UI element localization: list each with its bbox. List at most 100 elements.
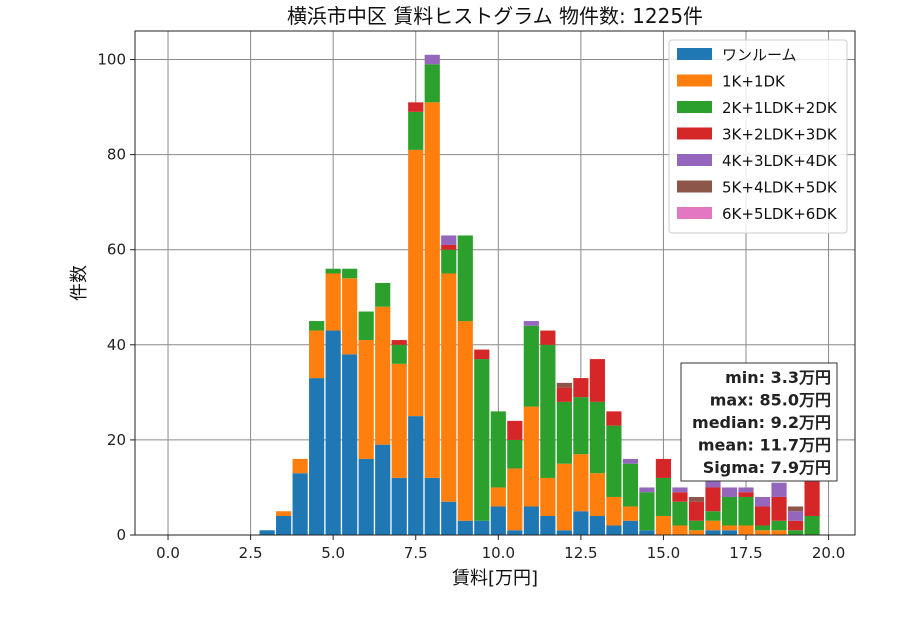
x-tick-label: 5.0 — [321, 544, 345, 562]
bar-segment — [622, 463, 639, 507]
bar-segment — [787, 530, 804, 535]
bar-segment — [276, 511, 292, 516]
bar-segment — [672, 525, 688, 535]
bar-segment — [424, 477, 440, 535]
stats-line: median: 9.2万円 — [692, 413, 831, 432]
bar-segment — [441, 249, 457, 274]
bar-segment — [622, 458, 639, 464]
y-tick-label: 20 — [107, 431, 126, 449]
legend-swatch — [677, 101, 712, 113]
legend-label: ワンルーム — [722, 46, 797, 64]
stats-line: Sigma: 7.9万円 — [703, 458, 831, 477]
bar-segment — [424, 64, 440, 103]
bar-segment — [408, 149, 424, 417]
bar-segment — [507, 439, 523, 469]
bar-segment — [457, 235, 473, 322]
y-tick-label: 0 — [116, 526, 126, 544]
ticks: 0.0 2.5 5.0 7.5 10.0 12.5 15.0 17.5 20.0 0 20 40 60 8… — [97, 51, 845, 562]
bar-segment — [408, 102, 424, 112]
bar-segment — [408, 111, 424, 150]
bar-segment — [441, 244, 457, 250]
bar-segment — [325, 330, 341, 535]
bar-segment — [474, 349, 490, 360]
x-tick-label: 7.5 — [404, 544, 428, 562]
bar-segment — [276, 515, 292, 535]
bar-segment — [375, 283, 391, 307]
bar-segment — [556, 463, 572, 531]
bar-segment — [490, 411, 506, 488]
bar-segment — [606, 525, 622, 535]
legend-swatch — [677, 154, 712, 166]
x-tick-label: 10.0 — [482, 544, 515, 562]
bar-segment — [573, 397, 589, 455]
bars — [259, 54, 820, 535]
bar-segment — [672, 492, 688, 502]
bar-segment — [309, 378, 325, 535]
bar-segment — [375, 444, 391, 535]
bar-segment — [754, 530, 771, 535]
bar-segment — [771, 530, 787, 535]
legend-label: 1K+1DK — [722, 73, 786, 91]
x-tick-label: 17.5 — [729, 544, 762, 562]
bar-segment — [787, 511, 804, 521]
bar-segment — [672, 487, 688, 493]
bar-segment — [441, 235, 457, 245]
bar-segment — [292, 458, 308, 474]
bar-segment — [655, 458, 672, 478]
stats-line: min: 3.3万円 — [725, 368, 831, 387]
bar-segment — [507, 530, 523, 535]
bar-segment — [738, 496, 754, 526]
bar-segment — [589, 473, 605, 516]
legend-label: 2K+1LDK+2DK — [722, 99, 838, 117]
legend-swatch — [677, 74, 712, 87]
bar-segment — [358, 458, 374, 535]
bar-segment — [738, 487, 754, 493]
x-tick-label: 20.0 — [812, 544, 845, 562]
bar-segment — [721, 487, 738, 497]
bar-segment — [804, 515, 820, 535]
bar-segment — [606, 425, 622, 497]
bar-segment — [705, 511, 721, 521]
x-tick-label: 0.0 — [156, 544, 180, 562]
legend-label: 3K+2LDK+3DK — [722, 126, 838, 144]
y-tick-label: 60 — [107, 241, 126, 259]
bar-segment — [672, 501, 688, 526]
bar-segment — [342, 278, 358, 355]
bar-segment — [358, 311, 374, 341]
bar-segment — [787, 506, 804, 512]
stats-line: max: 85.0万円 — [710, 391, 831, 410]
bar-segment — [754, 506, 771, 526]
y-tick-label: 80 — [107, 146, 126, 164]
chart-title: 横浜市中区 賃料ヒストグラム 物件数: 1225件 — [287, 4, 703, 28]
bar-segment — [705, 487, 721, 512]
y-tick-label: 100 — [97, 51, 126, 69]
bar-segment — [639, 530, 655, 535]
y-tick-label: 40 — [107, 336, 126, 354]
bar-segment — [556, 530, 572, 535]
x-tick-label: 12.5 — [564, 544, 597, 562]
bar-segment — [738, 525, 754, 535]
bar-segment — [721, 496, 738, 526]
bar-segment — [441, 273, 457, 502]
legend-box — [668, 39, 848, 234]
bar-segment — [540, 515, 556, 535]
bar-segment — [622, 520, 639, 535]
bar-segment — [556, 401, 572, 464]
bar-segment — [540, 330, 556, 345]
x-tick-label: 2.5 — [239, 544, 263, 562]
bar-segment — [688, 520, 705, 531]
bar-segment — [771, 482, 787, 497]
bar-segment — [655, 515, 672, 535]
bar-segment — [705, 520, 721, 531]
legend-swatch — [677, 180, 712, 193]
bar-segment — [688, 530, 705, 535]
legend-swatch — [677, 48, 712, 60]
stats-box: min: 3.3万円 max: 85.0万円 median: 9.2万円 mean: … — [680, 362, 838, 482]
bar-segment — [325, 273, 341, 331]
legend-swatch — [677, 207, 712, 219]
bar-segment — [639, 487, 655, 493]
bar-segment — [754, 525, 771, 531]
bar-segment — [391, 340, 407, 345]
bar-segment — [507, 468, 523, 531]
